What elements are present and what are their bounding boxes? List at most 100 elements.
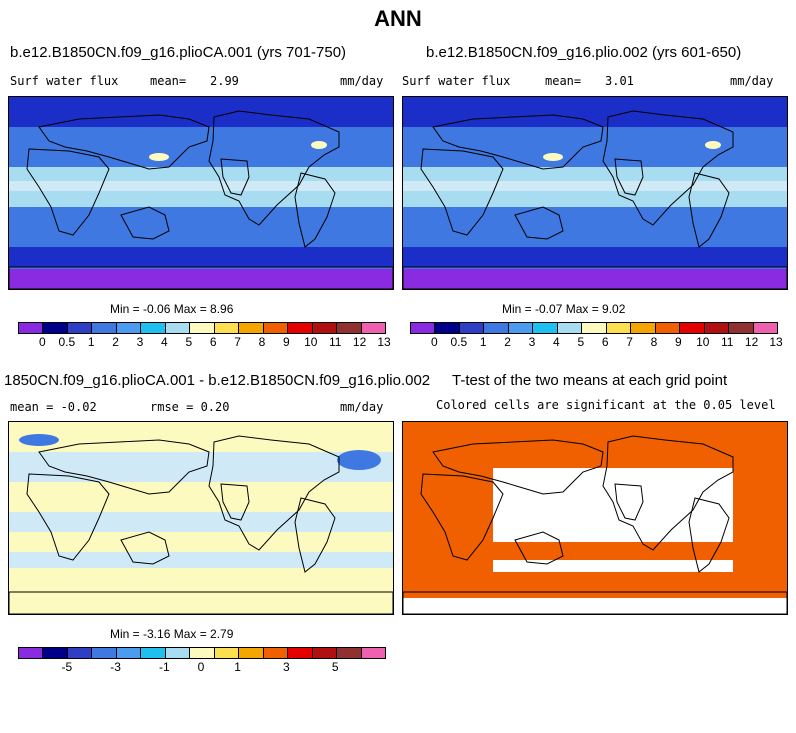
colorbar-swatch <box>753 323 778 333</box>
panel3-case-title: 1850CN.f09_g16.plioCA.001 - b.e12.B1850C… <box>4 372 431 389</box>
colorbar-swatch <box>459 323 485 333</box>
colorbar-tick-label: 2 <box>112 335 119 349</box>
colorbar-tick-label: 5 <box>331 660 339 674</box>
colorbar-tick-label: 2 <box>504 335 511 349</box>
colorbar-swatch <box>67 323 93 333</box>
panel3-map <box>8 421 394 615</box>
colorbar-tick-label: 9 <box>283 335 290 349</box>
panel1-map-field <box>9 97 393 289</box>
colorbar-swatch <box>19 323 44 333</box>
colorbar-tick-label: -3 <box>110 660 121 674</box>
panel2-mean-value: 3.01 <box>605 74 634 88</box>
colorbar-tick-label: 12 <box>352 335 367 349</box>
panel1-colorbar <box>18 322 386 334</box>
panel2-variable: Surf water flux <box>402 74 511 88</box>
colorbar-swatch <box>680 323 705 333</box>
panel1-variable: Surf water flux <box>10 74 119 88</box>
colorbar-tick-label: 8 <box>258 335 266 349</box>
colorbar-tick-label: 3 <box>528 335 536 349</box>
panel4-title: T-test of the two means at each grid poi… <box>452 372 728 389</box>
colorbar-swatch <box>484 323 509 333</box>
colorbar-tick-label: 0.5 <box>58 335 76 349</box>
colorbar-tick-label: 9 <box>675 335 682 349</box>
colorbar-swatch <box>214 323 240 333</box>
colorbar-swatch <box>116 323 142 333</box>
panel1-case-title: b.e12.B1850CN.f09_g16.plioCA.001 (yrs 70… <box>10 44 347 61</box>
panel1-mean-value: 2.99 <box>210 74 239 88</box>
colorbar-tick-label: -5 <box>61 660 73 674</box>
colorbar-swatch <box>606 323 632 333</box>
colorbar-swatch <box>239 648 264 658</box>
panel3-colorbar-ticks: -5 -3 -1 0 1 3 5 <box>18 660 384 674</box>
panel2-colorbar-ticks: 0 0.5 1 2 3 4 5 6 7 8 9 10 11 12 13 <box>410 335 783 349</box>
panel2-map <box>402 96 788 290</box>
panel1-units: mm/day <box>340 74 384 88</box>
colorbar-swatch <box>165 648 191 658</box>
panel1-mean-label: mean= <box>150 74 187 88</box>
colorbar-swatch <box>557 323 583 333</box>
colorbar-tick-label: 6 <box>209 335 217 349</box>
panel3-rmse: rmse = 0.20 <box>150 400 230 414</box>
colorbar-tick-label: 0 <box>197 660 205 674</box>
colorbar-swatch <box>190 648 215 658</box>
colorbar-swatch <box>214 648 240 658</box>
figure-title: ANN <box>374 6 422 31</box>
colorbar-tick-label: 1 <box>479 335 487 349</box>
colorbar-swatch <box>337 323 362 333</box>
colorbar-swatch <box>533 323 558 333</box>
colorbar-swatch <box>190 323 215 333</box>
colorbar-tick-label: 3 <box>283 660 290 674</box>
panel3-map-field <box>9 422 393 614</box>
colorbar-tick-label: 5 <box>185 335 193 349</box>
colorbar-tick-label: 7 <box>234 335 241 349</box>
panel3-units: mm/day <box>340 400 384 414</box>
colorbar-swatch <box>312 323 338 333</box>
colorbar-tick-label: -1 <box>159 660 170 674</box>
colorbar-swatch <box>141 323 166 333</box>
panel2-mean-label: mean= <box>545 74 582 88</box>
colorbar-swatch <box>67 648 93 658</box>
colorbar-swatch <box>337 648 362 658</box>
panel2-colorbar <box>410 322 778 334</box>
colorbar-swatch <box>165 323 191 333</box>
colorbar-swatch <box>141 648 166 658</box>
colorbar-tick-label: 3 <box>136 335 144 349</box>
colorbar-tick-label: 11 <box>720 335 734 349</box>
panel2-case-title: b.e12.B1850CN.f09_g16.plio.002 (yrs 601-… <box>426 44 742 61</box>
colorbar-tick-label: 8 <box>650 335 658 349</box>
panel1-colorbar-ticks: 0 0.5 1 2 3 4 5 6 7 8 9 10 11 12 13 <box>18 335 391 349</box>
colorbar-tick-label: 13 <box>377 335 391 349</box>
colorbar-tick-label: 12 <box>744 335 759 349</box>
panel3-minmax: Min = -3.16 Max = 2.79 <box>110 627 234 641</box>
colorbar-swatch <box>729 323 754 333</box>
panel1-map <box>8 96 394 290</box>
colorbar-swatch <box>704 323 730 333</box>
panel3-colorbar <box>18 647 386 659</box>
colorbar-swatch <box>116 648 142 658</box>
colorbar-swatch <box>508 323 534 333</box>
colorbar-swatch <box>288 323 313 333</box>
panel2-minmax: Min = -0.07 Max = 9.02 <box>502 302 626 316</box>
colorbar-swatch <box>582 323 607 333</box>
colorbar-swatch <box>655 323 681 333</box>
colorbar-tick-label: 1 <box>87 335 95 349</box>
colorbar-tick-label: 4 <box>553 335 560 349</box>
colorbar-swatch <box>411 323 436 333</box>
colorbar-swatch <box>43 648 68 658</box>
panel4-map <box>402 421 788 615</box>
colorbar-tick-label: 0 <box>431 335 438 349</box>
colorbar-tick-label: 6 <box>601 335 609 349</box>
colorbar-swatch <box>239 323 264 333</box>
panel2-map-field <box>403 97 787 289</box>
colorbar-swatch <box>361 323 386 333</box>
colorbar-swatch <box>263 323 289 333</box>
colorbar-tick-label: 4 <box>161 335 168 349</box>
colorbar-tick-label: 10 <box>696 335 710 349</box>
colorbar-tick-label: 0 <box>39 335 46 349</box>
colorbar-tick-label: 13 <box>769 335 783 349</box>
colorbar-tick-label: 10 <box>304 335 318 349</box>
colorbar-tick-label: 7 <box>626 335 633 349</box>
colorbar-tick-label: 0.5 <box>450 335 468 349</box>
colorbar-swatch <box>43 323 68 333</box>
panel4-map-field <box>403 422 787 614</box>
